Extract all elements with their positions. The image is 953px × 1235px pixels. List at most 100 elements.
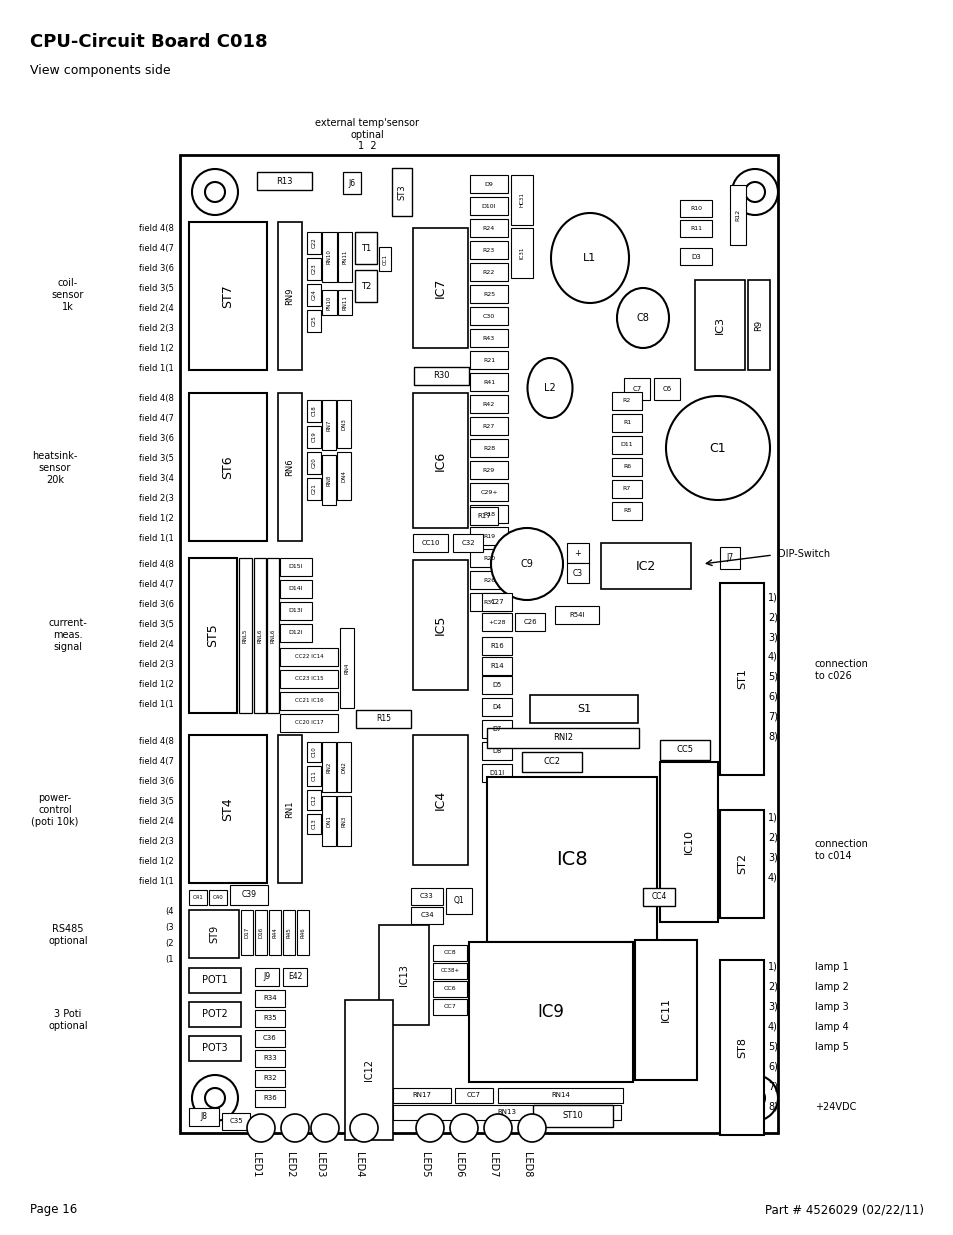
Text: CC1: CC1 (382, 253, 387, 264)
Bar (307, 742, 320, 762)
Bar (747, 280, 769, 370)
Bar (345, 1000, 393, 1140)
Text: T1: T1 (360, 243, 371, 252)
Text: C10: C10 (312, 747, 316, 757)
Bar (280, 671, 337, 688)
Text: J7: J7 (725, 553, 733, 562)
Text: R29: R29 (482, 468, 495, 473)
Text: CC10: CC10 (421, 540, 439, 546)
Bar (497, 1088, 622, 1103)
Text: RNI2: RNI2 (553, 734, 573, 742)
Text: RN6: RN6 (285, 458, 294, 475)
Text: D5: D5 (492, 682, 501, 688)
Bar (307, 790, 320, 810)
Bar (393, 1088, 451, 1103)
Text: R2: R2 (622, 399, 631, 404)
Text: Page 16: Page 16 (30, 1203, 77, 1216)
Text: R11: R11 (689, 226, 701, 231)
Bar (659, 740, 709, 760)
Text: HC31: HC31 (519, 193, 524, 207)
Bar (254, 1091, 285, 1107)
Text: lamp 5: lamp 5 (814, 1042, 848, 1052)
Text: E42: E42 (288, 972, 302, 982)
Text: J6: J6 (348, 179, 355, 188)
Text: field 1(1: field 1(1 (139, 878, 173, 887)
Circle shape (205, 182, 225, 203)
Text: connection
to c014: connection to c014 (814, 840, 868, 861)
Bar (355, 232, 376, 264)
Text: RNL5: RNL5 (243, 629, 248, 642)
Text: T2: T2 (360, 282, 371, 290)
Text: field 3(5: field 3(5 (139, 454, 173, 463)
Bar (530, 695, 638, 722)
Circle shape (416, 1114, 443, 1142)
Bar (189, 393, 267, 541)
Text: R10: R10 (689, 206, 701, 211)
Text: field 3(5: field 3(5 (139, 284, 173, 293)
Text: 6): 6) (767, 1062, 777, 1072)
Bar (241, 910, 253, 955)
Text: ST9: ST9 (209, 925, 219, 944)
Bar (230, 885, 268, 905)
Text: R6: R6 (622, 464, 630, 469)
Text: D11: D11 (620, 442, 633, 447)
Text: C24: C24 (312, 290, 316, 300)
Text: field 2(3: field 2(3 (139, 324, 173, 332)
Bar (720, 583, 763, 776)
Text: IC6: IC6 (434, 451, 447, 471)
Bar (729, 185, 745, 245)
Text: field 2(3: field 2(3 (139, 494, 173, 504)
Text: heatsink-
sensor
20k: heatsink- sensor 20k (32, 452, 77, 484)
Bar (413, 534, 448, 552)
Text: R25: R25 (482, 291, 495, 296)
Bar (413, 559, 468, 690)
Bar (555, 606, 598, 624)
Text: CC4: CC4 (651, 893, 666, 902)
Text: R26: R26 (482, 578, 495, 583)
Text: connection
to c026: connection to c026 (814, 659, 868, 680)
Text: ST1: ST1 (737, 668, 746, 689)
Text: R23: R23 (482, 247, 495, 252)
Bar (336, 742, 351, 792)
Bar (339, 629, 354, 708)
Bar (222, 1113, 250, 1130)
Bar (470, 438, 507, 457)
Text: D8: D8 (492, 748, 501, 755)
Text: D14I: D14I (289, 587, 303, 592)
Bar (612, 391, 641, 410)
Circle shape (744, 1088, 764, 1108)
Bar (280, 648, 337, 666)
Bar (277, 222, 302, 370)
Text: CC7: CC7 (443, 1004, 456, 1009)
Text: RN3: RN3 (341, 815, 346, 826)
Text: +: + (574, 548, 580, 557)
Text: R31: R31 (482, 599, 495, 604)
Text: R22: R22 (482, 269, 495, 274)
Text: R35: R35 (263, 1015, 276, 1021)
Text: R27: R27 (482, 424, 495, 429)
Bar (446, 888, 472, 914)
Bar (307, 426, 320, 448)
Text: POT2: POT2 (202, 1009, 228, 1020)
Text: R13: R13 (276, 177, 293, 185)
Text: C25: C25 (312, 316, 316, 326)
Text: C23: C23 (312, 263, 316, 274)
Text: R12: R12 (735, 209, 740, 221)
Text: RN1: RN1 (285, 800, 294, 818)
Bar (481, 764, 512, 782)
Bar (695, 280, 744, 370)
Text: R16: R16 (490, 643, 503, 650)
Text: DN4: DN4 (341, 471, 346, 482)
Bar (322, 742, 335, 792)
Text: 2): 2) (767, 832, 778, 844)
Bar (307, 400, 320, 422)
Text: 1): 1) (767, 962, 777, 972)
Text: field 3(4: field 3(4 (139, 474, 173, 483)
Text: R18: R18 (482, 511, 495, 516)
Bar (481, 698, 512, 716)
Text: 4): 4) (767, 652, 777, 662)
Text: RN17: RN17 (412, 1093, 431, 1098)
Circle shape (517, 1114, 545, 1142)
Text: 6): 6) (767, 692, 777, 701)
Bar (470, 593, 507, 611)
